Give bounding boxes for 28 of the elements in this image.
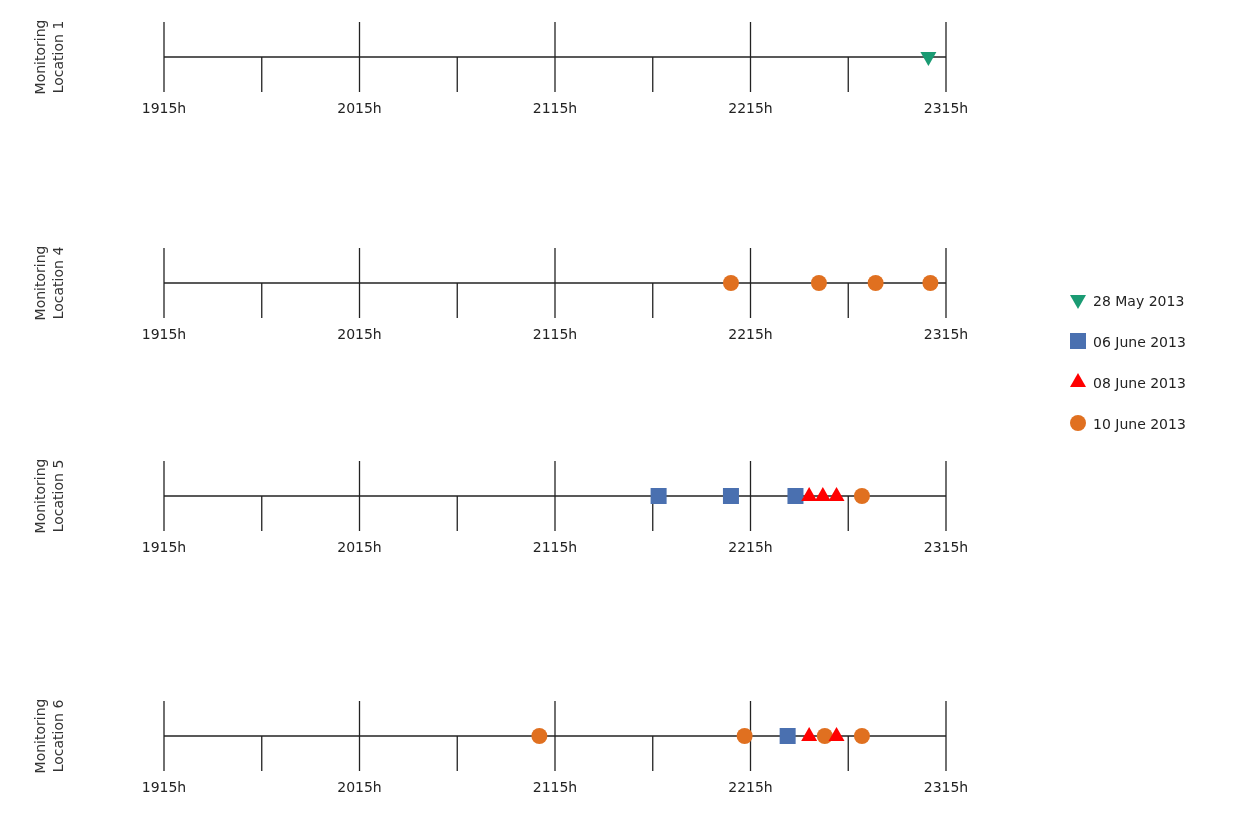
x-tick-label: 2315h bbox=[923, 326, 969, 342]
legend-label: 10 June 2013 bbox=[1093, 416, 1186, 432]
x-tick-label: 2215h bbox=[728, 779, 773, 795]
x-tick-label: 2015h bbox=[337, 100, 382, 116]
x-tick-label: 1915h bbox=[141, 326, 187, 342]
y-tick-label: Monitoring Location 5 bbox=[32, 458, 66, 534]
y-tick-label: Monitoring Location 6 bbox=[32, 698, 66, 774]
x-tick-label: 2215h bbox=[728, 326, 773, 342]
legend-label: 28 May 2013 bbox=[1093, 293, 1185, 309]
legend-label: 08 June 2013 bbox=[1093, 375, 1186, 391]
x-tick-label: 2015h bbox=[337, 539, 382, 555]
x-tick-label: 2315h bbox=[923, 779, 969, 795]
x-tick-label: 2215h bbox=[728, 100, 773, 116]
x-tick-label: 2115h bbox=[532, 100, 578, 116]
x-tick-label: 1915h bbox=[141, 100, 187, 116]
x-tick-label: 2315h bbox=[923, 539, 969, 555]
y-tick-label: Monitoring Location 4 bbox=[32, 245, 66, 321]
legend-label: 06 June 2013 bbox=[1093, 334, 1186, 350]
x-tick-label: 2215h bbox=[728, 539, 773, 555]
x-tick-label: 2115h bbox=[532, 779, 578, 795]
x-tick-label: 2115h bbox=[532, 326, 578, 342]
x-tick-label: 2115h bbox=[532, 539, 578, 555]
x-tick-label: 2315h bbox=[923, 100, 969, 116]
x-tick-label: 2015h bbox=[337, 326, 382, 342]
x-tick-label: 1915h bbox=[141, 779, 187, 795]
x-tick-label: 2015h bbox=[337, 779, 382, 795]
y-tick-label: Monitoring Location 1 bbox=[32, 19, 66, 95]
x-tick-label: 1915h bbox=[141, 539, 187, 555]
